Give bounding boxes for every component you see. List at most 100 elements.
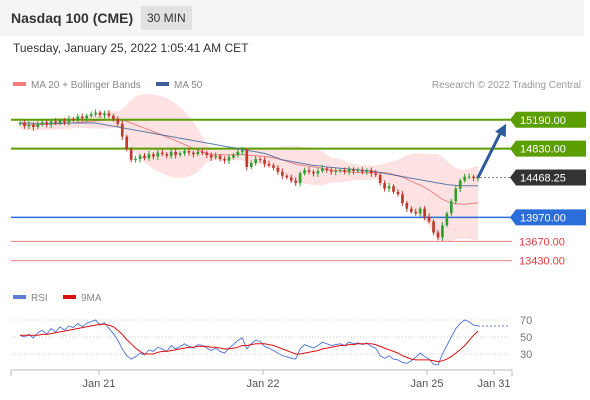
candle-body: [405, 203, 409, 209]
x-tick-label-jan-22: Jan 22: [246, 378, 279, 390]
candle-body: [258, 159, 262, 160]
candle-body: [32, 124, 35, 127]
candle-body: [285, 175, 289, 178]
candle-body: [409, 208, 413, 212]
candle-body: [449, 201, 453, 214]
candle-body: [254, 159, 258, 163]
rsi-ma-line: [20, 323, 479, 363]
candle-body: [196, 151, 200, 155]
candle-body: [472, 176, 475, 179]
level-label-13670.00: 13670.00: [519, 236, 565, 248]
candle-body: [392, 186, 395, 192]
rsi-swatch-icon: [13, 295, 26, 300]
candle-body: [312, 171, 315, 174]
candle-body: [374, 173, 378, 175]
candle-body: [365, 170, 369, 172]
legend-ma50: MA 50: [156, 80, 202, 91]
legend-ma9-label: 9MA: [81, 293, 102, 304]
candle-body: [85, 115, 89, 119]
candle-body: [174, 151, 177, 155]
candle-body: [401, 194, 404, 203]
candle-body: [169, 151, 173, 156]
candle-body: [423, 208, 426, 217]
ma50-line: [20, 122, 478, 187]
candle-body: [232, 155, 235, 158]
candle-body: [458, 180, 462, 189]
candle-body: [63, 120, 66, 123]
candle-body: [89, 114, 93, 116]
level-label-14830.00: 14830.00: [520, 144, 566, 156]
level-label-13430.00: 13430.00: [519, 256, 565, 268]
rsi-tick-label-50: 50: [520, 332, 532, 344]
candle-body: [281, 171, 284, 176]
candle-body: [463, 176, 466, 181]
candle-body: [152, 154, 155, 157]
candle-body: [245, 150, 249, 167]
candle-body: [329, 170, 333, 172]
candle-body: [192, 152, 195, 155]
candle-body: [347, 169, 351, 172]
candle-body: [54, 121, 57, 123]
legend-rsi: RSI: [13, 293, 48, 304]
candle-body: [418, 208, 422, 214]
candle-body: [343, 170, 346, 172]
rsi-tick-label-30: 30: [520, 349, 532, 361]
candle-body: [23, 123, 26, 127]
ma9-swatch-icon: [63, 295, 76, 300]
rsi-tick-label-70: 70: [520, 315, 532, 327]
candle-body: [156, 152, 160, 157]
level-label-13970.00: 13970.00: [520, 212, 566, 224]
candle-body: [476, 177, 480, 179]
level-label-15190.00: 15190.00: [520, 115, 566, 127]
credit-text: Research © 2022 Trading Central: [431, 80, 581, 91]
candle-body: [267, 163, 271, 166]
level-tag-14830.00: [510, 140, 586, 157]
level-label-14468.25: 14468.25: [520, 173, 566, 185]
candle-body: [183, 151, 186, 154]
candle-body: [432, 221, 435, 233]
candle-body: [205, 152, 209, 155]
candle-body: [147, 154, 151, 159]
chart-header: Nasdaq 100 (CME) 30 MIN: [0, 0, 584, 36]
candle-body: [249, 163, 253, 167]
candle-body: [165, 154, 169, 156]
x-tick-label-jan-31: Jan 31: [477, 378, 510, 390]
candle-body: [36, 123, 40, 127]
candle-body: [103, 113, 106, 115]
candle-body: [27, 124, 31, 127]
candle-body: [72, 119, 75, 120]
candle-body: [209, 155, 213, 158]
candle-body: [454, 188, 458, 202]
bollinger-swatch-icon: [13, 82, 26, 87]
x-tick-label-jan-21: Jan 21: [82, 378, 115, 390]
candle-body: [112, 115, 115, 119]
legend-ma50-label: MA 50: [174, 80, 203, 91]
candle-body: [352, 169, 355, 171]
interval-badge[interactable]: 30 MIN: [141, 6, 192, 30]
candle-body: [116, 119, 120, 124]
level-tag-13970.00: [510, 209, 586, 226]
candle-body: [45, 122, 49, 125]
candle-body: [445, 213, 449, 226]
candle-body: [218, 155, 222, 159]
level-tag-14468.25: [510, 169, 586, 186]
candle-body: [276, 167, 280, 172]
candle-body: [187, 151, 191, 153]
candle-body: [356, 170, 360, 172]
candle-body: [240, 150, 244, 152]
forecast-arrow-shaft: [476, 129, 504, 179]
candle-body: [178, 153, 182, 155]
candle-body: [143, 155, 146, 159]
candle-body: [414, 211, 418, 214]
candle-body: [289, 177, 293, 181]
bollinger-band-fill: [20, 94, 478, 242]
candle-body: [98, 112, 102, 115]
candle-body: [263, 159, 266, 164]
candle-body: [325, 168, 329, 171]
candle-body: [134, 159, 137, 160]
ma50-swatch-icon: [156, 82, 169, 87]
candle-body: [129, 149, 133, 160]
legend-ma9: 9MA: [63, 293, 102, 304]
candle-body: [467, 176, 471, 178]
